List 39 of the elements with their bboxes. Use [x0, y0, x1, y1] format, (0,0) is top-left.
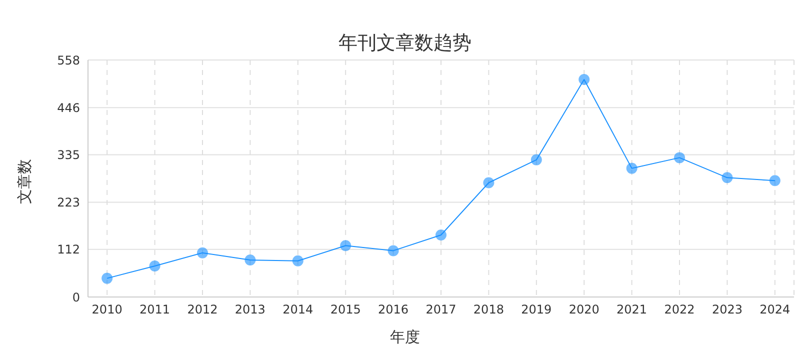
y-tick-label: 558 [57, 53, 80, 68]
x-tick-label: 2023 [712, 302, 742, 317]
x-tick-label: 2010 [92, 302, 122, 317]
x-tick-label: 2018 [473, 302, 504, 317]
point [340, 240, 352, 252]
x-tick-label: 2021 [616, 302, 648, 317]
y-tick-label: 0 [72, 290, 80, 304]
y-tick-label: 223 [57, 196, 80, 210]
y-axis-title: 文章数 [16, 159, 34, 204]
x-tick-label: 2016 [378, 302, 409, 317]
chart-title: 年刊文章数趋势 [338, 32, 472, 54]
x-tick-label: 2019 [521, 302, 552, 317]
point [436, 229, 446, 240]
point [149, 260, 160, 272]
point [102, 272, 113, 284]
x-tick-label: 2012 [187, 302, 218, 317]
point [530, 154, 542, 166]
y-tick-label: 335 [57, 148, 80, 162]
x-tick-label: 2013 [234, 302, 266, 317]
point [244, 254, 256, 266]
x-tick-label: 2014 [282, 302, 314, 317]
point [483, 177, 494, 188]
x-tick-label: 2015 [330, 302, 361, 317]
x-tick-label: 2022 [664, 302, 695, 317]
y-tick-label: 112 [57, 242, 80, 257]
point [196, 247, 208, 258]
point [722, 172, 733, 184]
x-tick-label: 2024 [760, 302, 790, 317]
x-tick-label: 2011 [140, 302, 170, 317]
x-tick-label: 2017 [426, 302, 456, 317]
point [388, 245, 399, 256]
x-axis-title: 年度 [389, 328, 421, 347]
x-tick-label: 2020 [568, 302, 600, 317]
point [769, 175, 780, 186]
point [578, 74, 590, 86]
point [626, 162, 638, 174]
point [674, 152, 686, 164]
y-tick-label: 446 [57, 100, 80, 115]
point [292, 255, 304, 266]
